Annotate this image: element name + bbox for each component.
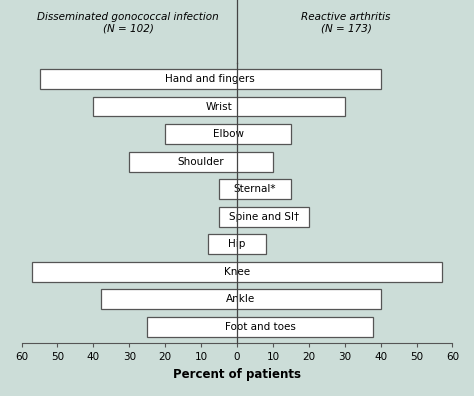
Text: Knee: Knee (224, 267, 250, 277)
Text: Wrist: Wrist (206, 102, 232, 112)
Text: Hand and fingers: Hand and fingers (165, 74, 255, 84)
FancyBboxPatch shape (129, 152, 273, 171)
Text: Foot and toes: Foot and toes (225, 322, 296, 332)
FancyBboxPatch shape (208, 234, 266, 254)
Text: Spine and SI†: Spine and SI† (229, 212, 299, 222)
Text: Ankle: Ankle (226, 294, 255, 305)
Text: Hip: Hip (228, 239, 246, 249)
Text: Sternal*: Sternal* (234, 184, 276, 194)
Text: Elbow: Elbow (212, 129, 244, 139)
X-axis label: Percent of patients: Percent of patients (173, 368, 301, 381)
Text: Shoulder: Shoulder (178, 157, 224, 167)
FancyBboxPatch shape (32, 262, 442, 282)
FancyBboxPatch shape (39, 69, 381, 89)
FancyBboxPatch shape (93, 97, 345, 116)
Text: Disseminated gonococcal infection
(N = 102): Disseminated gonococcal infection (N = 1… (37, 12, 219, 34)
FancyBboxPatch shape (100, 289, 381, 309)
FancyBboxPatch shape (219, 207, 309, 227)
Text: Reactive arthritis
(N = 173): Reactive arthritis (N = 173) (301, 12, 391, 34)
FancyBboxPatch shape (219, 179, 291, 199)
FancyBboxPatch shape (147, 317, 374, 337)
FancyBboxPatch shape (165, 124, 291, 144)
